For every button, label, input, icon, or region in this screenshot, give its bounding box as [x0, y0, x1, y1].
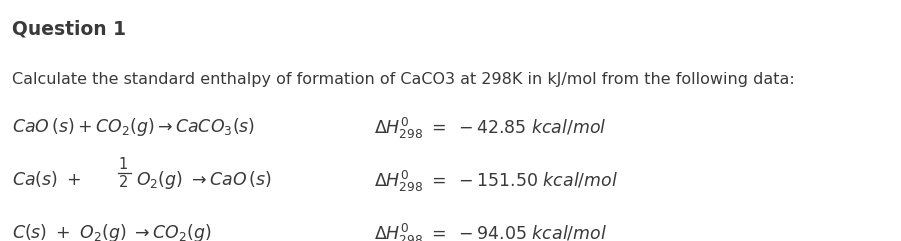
- Text: $\Delta H^0_{298}\ =\ -42.85\ kcal/mol$: $\Delta H^0_{298}\ =\ -42.85\ kcal/mol$: [374, 116, 606, 141]
- Text: $C(s)\ +\ O_2(g)\ \rightarrow CO_2(g)$: $C(s)\ +\ O_2(g)\ \rightarrow CO_2(g)$: [12, 222, 212, 241]
- Text: $1$: $1$: [119, 156, 128, 172]
- Text: Question 1: Question 1: [12, 19, 126, 38]
- Text: $2$: $2$: [119, 174, 128, 190]
- Text: $Ca(s)\ +\ $: $Ca(s)\ +\ $: [12, 169, 81, 189]
- Text: $\Delta H^0_{298}\ =\ -151.50\ kcal/mol$: $\Delta H^0_{298}\ =\ -151.50\ kcal/mol$: [374, 169, 618, 194]
- Text: $O_2(g)\ \rightarrow CaO\,(s)$: $O_2(g)\ \rightarrow CaO\,(s)$: [136, 169, 272, 191]
- Text: Calculate the standard enthalpy of formation of CaCO3 at 298K in kJ/mol from the: Calculate the standard enthalpy of forma…: [12, 72, 795, 87]
- Text: $CaO\,(s) + CO_2(g) \rightarrow CaCO_3(s)$: $CaO\,(s) + CO_2(g) \rightarrow CaCO_3(s…: [12, 116, 255, 138]
- Text: $\Delta H^0_{298}\ =\ -94.05\ kcal/mol$: $\Delta H^0_{298}\ =\ -94.05\ kcal/mol$: [374, 222, 607, 241]
